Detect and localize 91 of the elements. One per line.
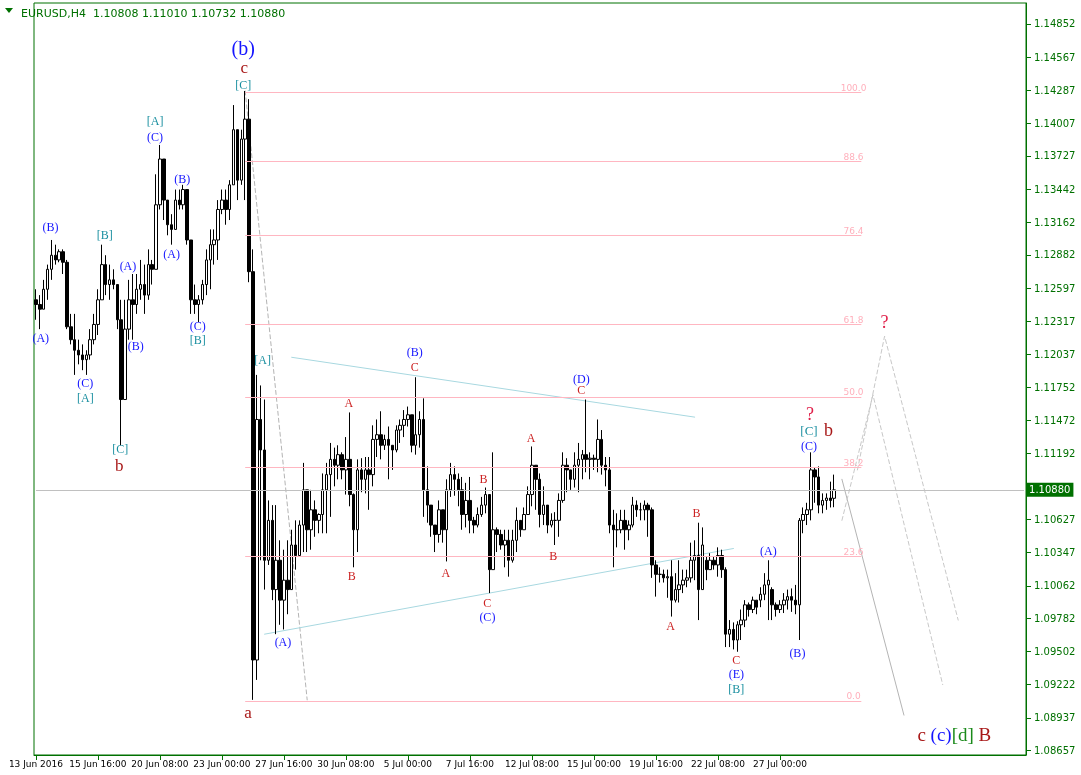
annotation: 100.0 [840,83,867,93]
annotation: [B] [728,682,745,696]
annotation: (B) [42,220,59,234]
y-tick-label: 1.14852 [1034,18,1076,30]
y-tick-label: 1.09502 [1034,646,1076,658]
annotation: (B) [406,345,423,359]
annotation: C [732,653,741,667]
y-tick-label: 1.11192 [1034,447,1076,459]
annotation: C [483,596,492,610]
y-tick-label: 1.13442 [1034,183,1076,195]
x-tick-label: 30 Jun 08:00 [317,758,375,769]
annotation: (C) [801,439,817,453]
annotation: (A) [32,331,50,345]
y-tick-label: 1.14287 [1034,84,1076,96]
x-tick-label: 19 Jul 16:00 [628,758,684,769]
x-tick-label: 15 Jun 16:00 [69,758,127,769]
annotation: (C) [147,130,164,144]
y-tick-label: 1.12597 [1034,282,1076,294]
annotation: A [441,566,451,580]
annotation: (A) [274,635,292,649]
annotation: [A] [146,114,164,128]
annotation: B [692,506,701,520]
annotation: [B] [96,228,113,242]
annotation: 38.2 [843,458,864,468]
y-tick-label: 1.10627 [1034,514,1076,526]
annotation: (A) [759,544,777,558]
chart-title: EURUSD,H4 1.10808 1.11010 1.10732 1.10880 [21,7,286,20]
y-tick-label: 1.08657 [1034,745,1076,757]
annotation: (C) [77,376,94,390]
ref-line-label: 1.10880 [1029,484,1071,496]
annotation: A [344,396,354,410]
y-tick-label: 1.12882 [1034,249,1076,261]
annotation: (C) [189,319,206,333]
annotation: (C) [479,610,496,624]
annotation: a [244,702,253,722]
y-tick-label: 1.12037 [1034,348,1076,360]
annotation: (A) [163,247,180,261]
x-tick-label: 15 Jul 00:00 [566,758,622,769]
annotation: 61.8 [843,315,864,325]
y-tick-label: 1.12317 [1034,315,1076,327]
annotation: [B] [189,333,206,347]
annotation: 76.4 [843,226,864,236]
annotation: C [577,383,586,397]
x-tick-label: 7 Jul 16:00 [445,758,495,769]
annotation: c (c)[d] B [917,723,992,746]
x-tick-label: 5 Jul 00:00 [383,758,433,769]
y-tick-label: 1.14567 [1034,51,1076,63]
annotation: (E) [728,667,745,681]
annotation: B [479,472,488,486]
annotation: (B) [127,339,144,353]
y-tick-label: 1.14007 [1034,117,1076,129]
annotation: ? [805,404,814,424]
annotation: (b) [231,37,255,60]
annotation: A [526,431,536,445]
x-tick-label: 22 Jul 08:00 [690,758,746,769]
y-tick-label: 1.13727 [1034,150,1076,162]
y-tick-label: 1.11752 [1034,382,1076,394]
annotation: [A] [254,353,271,367]
y-tick-label: 1.09222 [1034,678,1076,690]
annotation: (A) [119,259,137,273]
annotation: B [549,549,558,563]
annotation: (B) [789,646,806,660]
annotation: 23.6 [843,547,864,557]
x-tick-label: 12 Jul 08:00 [504,758,560,769]
annotation: (D) [573,372,590,386]
y-tick-label: 1.10347 [1034,546,1076,558]
annotation: B [347,569,356,583]
x-tick-label: 27 Jul 00:00 [752,758,808,769]
y-tick-label: 1.13162 [1034,216,1076,228]
annotation: 88.6 [843,152,864,162]
x-tick-label: 27 Jun 16:00 [255,758,313,769]
y-tick-label: 1.08937 [1034,712,1076,724]
annotation: C [410,360,419,374]
annotation: [C] [112,442,129,456]
y-tick-label: 1.11472 [1034,414,1076,426]
annotation: [A] [77,391,94,405]
annotation: 0.0 [846,691,861,701]
x-tick-label: 20 Jun 08:00 [131,758,189,769]
annotation: b [823,420,833,440]
annotation: c [240,57,249,77]
annotation: A [666,619,676,633]
y-tick-label: 1.09782 [1034,613,1076,625]
annotation: (B) [174,172,191,186]
annotation: [C] [800,422,818,438]
y-tick-label: 1.10062 [1034,580,1076,592]
annotation: b [115,455,124,475]
x-tick-label: 13 Jun 2016 [8,758,64,769]
x-tick-label: 23 Jun 00:00 [193,758,251,769]
annotation: [C] [235,78,252,92]
annotation: 50.0 [843,387,864,397]
annotation: ? [880,312,889,332]
